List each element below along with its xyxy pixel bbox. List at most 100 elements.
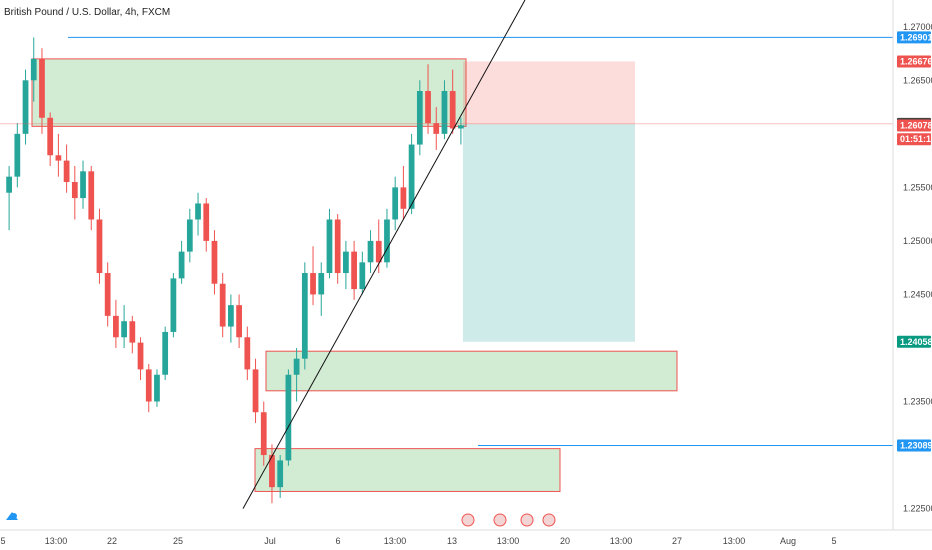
- candle-body: [219, 283, 226, 327]
- time-tick-label: 13:00: [45, 536, 68, 546]
- demand-zone-1: [265, 350, 678, 392]
- zones-layer: [31, 58, 678, 492]
- time-tick-label: 13:00: [723, 536, 746, 546]
- demand-zone-2: [254, 448, 561, 492]
- candle-body: [351, 251, 357, 290]
- candle-body: [384, 219, 390, 263]
- candle-body: [285, 374, 292, 461]
- chart-title: British Pound / U.S. Dollar, 4h, FXCM: [4, 7, 170, 18]
- flag-icon[interactable]: [493, 513, 507, 527]
- time-tick-label: 13:00: [610, 536, 633, 546]
- candle-body: [121, 321, 127, 338]
- price-badge-label: 1.26078: [900, 120, 932, 130]
- candle-body: [416, 91, 423, 145]
- candle-body: [441, 91, 448, 134]
- candle-body: [211, 240, 218, 284]
- time-tick-label: Aug: [780, 536, 796, 546]
- price-badge: [897, 439, 931, 452]
- candle-body: [277, 460, 284, 488]
- flag-icon[interactable]: [542, 513, 556, 527]
- candle-body: [137, 342, 144, 370]
- tradingview-logo: [6, 512, 18, 520]
- candle-body: [71, 182, 78, 199]
- candle-body: [113, 315, 119, 338]
- time-tick-label: 25: [173, 536, 183, 546]
- price-badge: [897, 55, 931, 68]
- candle-body: [334, 219, 341, 274]
- flag-icon[interactable]: [461, 513, 475, 527]
- time-tick-label: 6: [335, 536, 340, 546]
- candle-body: [375, 240, 382, 263]
- price-tick-label: 1.27000: [903, 22, 932, 32]
- price-badge-label: 1.24058: [900, 337, 932, 347]
- candle-body: [400, 187, 407, 209]
- price-badge-label: 1.26676: [900, 56, 932, 66]
- candle-body: [104, 273, 111, 316]
- candle-body: [367, 240, 374, 263]
- time-tick-label: 22: [107, 536, 117, 546]
- time-tick-label: 5: [831, 536, 836, 546]
- lines-layer: [0, 0, 893, 509]
- price-badge-label: 1.26901: [900, 32, 932, 42]
- price-badge: [897, 119, 931, 132]
- flag-icon[interactable]: [520, 513, 534, 527]
- candle-body: [449, 91, 456, 129]
- candle-body: [293, 358, 300, 375]
- time-tick-label: 5: [0, 536, 5, 546]
- candle-body: [203, 203, 210, 241]
- candle-body: [162, 331, 169, 375]
- candle-body: [178, 251, 185, 279]
- trendline: [242, 0, 526, 509]
- candle-body: [129, 321, 136, 343]
- candle-body: [326, 219, 333, 274]
- candle-body: [408, 144, 415, 209]
- candle-body: [310, 273, 316, 295]
- price-tick-label: 1.24500: [903, 289, 932, 299]
- candle-body: [88, 171, 95, 220]
- time-axis[interactable]: 5 13:00 22 25 Jul 6 13:00 13 13:00 20 13:00 27 13:00…: [0, 536, 836, 546]
- candle-body: [170, 278, 177, 332]
- price-labels: 1.269011.266761.260931.2607801:51:141.24…: [897, 31, 932, 452]
- candle-body: [154, 374, 160, 402]
- candle-body: [186, 219, 193, 252]
- candle-body: [195, 203, 201, 220]
- candle-body: [63, 160, 70, 183]
- price-tick-label: 1.25500: [903, 182, 932, 192]
- candle-body: [392, 187, 399, 220]
- economic-events[interactable]: [461, 513, 556, 527]
- price-tick-label: 1.22500: [903, 504, 932, 514]
- stop-loss-zone: [463, 61, 635, 124]
- candle-body: [458, 125, 464, 129]
- time-tick-label: 27: [672, 536, 682, 546]
- time-tick-label: 20: [560, 536, 570, 546]
- candle-body: [80, 171, 86, 199]
- time-tick-label: Jul: [264, 536, 276, 546]
- candle-body: [55, 155, 62, 161]
- candle-body: [145, 369, 152, 402]
- candle-body: [96, 219, 103, 274]
- candle-body: [433, 123, 440, 134]
- price-axis[interactable]: 1.27000 1.26500 1.25500 1.25000 1.24500 1.235…: [903, 22, 932, 514]
- time-tick-label: 13:00: [384, 536, 407, 546]
- price-tick-label: 1.23500: [903, 397, 932, 407]
- price-tick-label: 1.26500: [903, 75, 932, 85]
- price-badge-label: 1.23089: [900, 441, 932, 451]
- candle-body: [260, 412, 267, 456]
- candle-body: [39, 58, 45, 118]
- price-badge: [897, 31, 931, 44]
- take-profit-zone: [463, 123, 635, 342]
- supply-zone: [31, 58, 467, 127]
- candle-body: [228, 305, 234, 327]
- candle-body: [252, 369, 259, 413]
- candle-body: [22, 80, 29, 134]
- price-badge: [897, 133, 931, 146]
- candle-body: [244, 337, 251, 370]
- candle-body: [343, 251, 349, 274]
- candle-body: [301, 273, 308, 359]
- candles-layer: [6, 37, 464, 504]
- candle-body: [30, 58, 37, 81]
- time-tick-label: 13:00: [497, 536, 520, 546]
- candle-body: [6, 176, 12, 193]
- candle-body: [318, 273, 325, 295]
